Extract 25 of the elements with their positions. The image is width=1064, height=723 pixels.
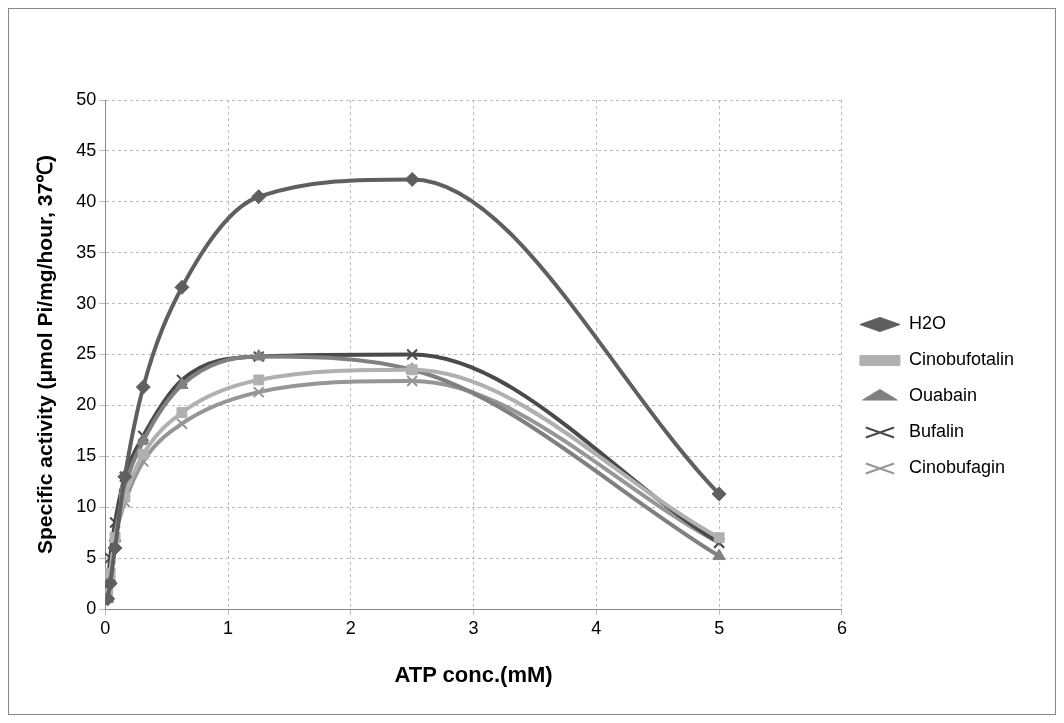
y-tick-label: 10 — [76, 496, 97, 517]
y-tick-label: 20 — [76, 394, 97, 415]
y-tick-label: 45 — [76, 139, 97, 160]
x-tick-label: 4 — [591, 617, 602, 638]
x-tick-label: 1 — [223, 617, 234, 638]
y-tick-label: 25 — [76, 343, 97, 364]
legend-label: Cinobufotalin — [908, 349, 1014, 370]
y-axis-title: Specific activity (μmol Pi/mg/hour, 37℃) — [33, 154, 57, 555]
y-tick-label: 30 — [76, 292, 97, 313]
y-tick-label: 40 — [76, 190, 97, 211]
y-tick-label: 5 — [86, 547, 97, 568]
x-axis-title: ATP conc.(mM) — [394, 661, 553, 687]
legend-label: Ouabain — [908, 385, 977, 406]
y-tick-label: 35 — [76, 241, 97, 262]
y-tick-label: 0 — [86, 597, 97, 618]
x-tick-label: 5 — [714, 617, 725, 638]
legend-label: Cinobufagin — [908, 457, 1005, 478]
x-tick-label: 3 — [468, 617, 479, 638]
x-tick-label: 6 — [836, 617, 847, 638]
y-tick-label: 15 — [76, 445, 97, 466]
x-tick-label: 0 — [100, 617, 111, 638]
legend-label: Bufalin — [908, 421, 964, 442]
x-tick-label: 2 — [345, 617, 356, 638]
legend-label: H2O — [908, 313, 946, 334]
y-tick-label: 50 — [76, 88, 97, 109]
